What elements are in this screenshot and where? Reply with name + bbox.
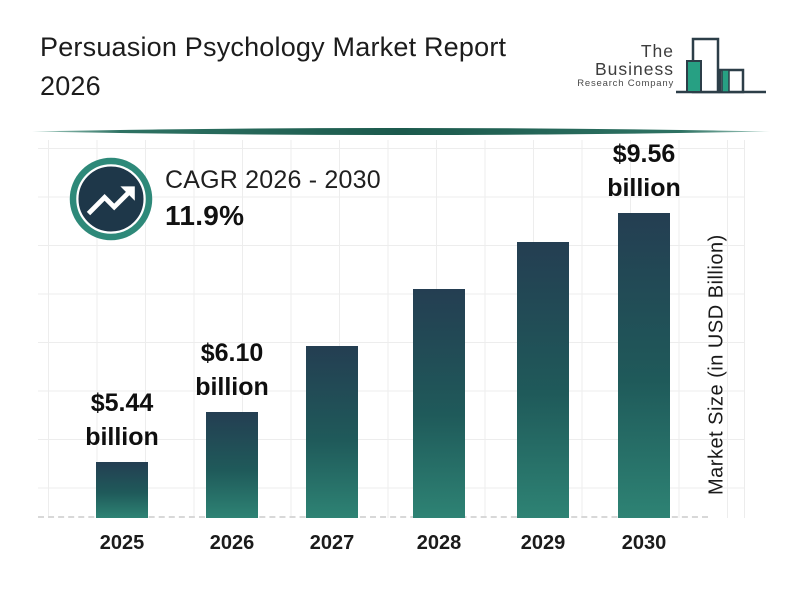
company-subname: Research Company	[577, 78, 674, 89]
x-axis-tick-label: 2025	[99, 532, 145, 554]
bar-value-amount: $9.56	[612, 140, 676, 168]
bar	[618, 213, 670, 518]
company-name: The Business	[594, 41, 674, 79]
bar-value-label: $5.44 billion	[42, 386, 202, 454]
x-axis-tick-label: 2026	[209, 532, 255, 554]
x-axis-tick-label: 2029	[520, 532, 566, 554]
bar-group: 2027	[306, 346, 358, 554]
company-logo: The Business Research Company	[560, 28, 766, 98]
x-axis-tick-label: 2028	[416, 532, 462, 554]
y-axis-label: Market Size (in USD Billion)	[705, 234, 728, 496]
bar-value-unit: billion	[85, 423, 159, 451]
divider-swoosh	[32, 128, 770, 135]
cagr-growth-badge	[69, 157, 153, 241]
cagr-value: 11.9%	[165, 200, 245, 231]
x-axis-baseline	[38, 516, 708, 518]
bar-value-amount: $5.44	[90, 389, 154, 417]
cagr-text-block: CAGR 2026 - 2030 11.9%	[165, 166, 381, 232]
bar	[517, 242, 569, 518]
cagr-label: CAGR 2026 - 2030	[165, 166, 381, 194]
bar-value-amount: $6.10	[200, 339, 264, 367]
bar-group: 2028	[413, 289, 465, 554]
company-logo-text: The Business Research Company	[560, 42, 674, 89]
trending-up-arrow-icon	[86, 186, 135, 216]
page-title-line2: 2026	[40, 71, 101, 101]
bar-value-label: $9.56 billion	[564, 137, 724, 205]
bar-group: $6.10 billion 2026	[195, 339, 269, 554]
bar	[413, 289, 465, 518]
bar-group: $9.56 billion 2030	[607, 140, 681, 554]
bar-group: $5.44 billion 2025	[85, 389, 159, 554]
bar-group: 2029	[517, 242, 569, 554]
bar-value-label: $6.10 billion	[152, 336, 312, 404]
page-title: Persuasion Psychology Market Report 2026	[40, 28, 580, 106]
bar-chart-skyline-icon	[676, 37, 766, 94]
x-axis-tick-label: 2027	[309, 532, 355, 554]
bar	[306, 346, 358, 518]
bar-value-unit: billion	[195, 373, 269, 401]
page-title-line1: Persuasion Psychology Market Report	[40, 32, 507, 62]
x-axis-tick-label: 2030	[621, 532, 667, 554]
bar	[96, 462, 148, 518]
bar-value-unit: billion	[607, 174, 681, 202]
bar	[206, 412, 258, 518]
